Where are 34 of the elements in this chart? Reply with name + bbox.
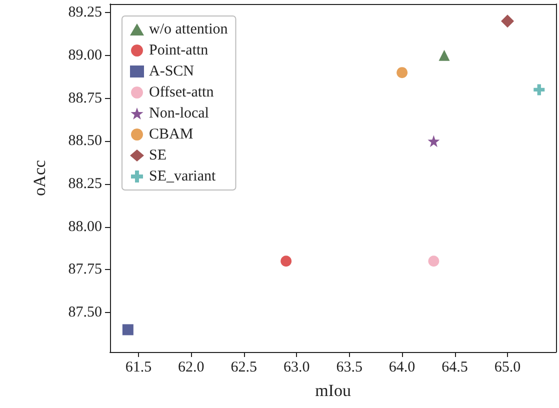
point xyxy=(428,135,440,148)
y-tick-label: 89.00 xyxy=(68,47,102,64)
legend-label: SE_variant xyxy=(149,168,216,184)
point xyxy=(280,256,292,267)
y-tick-label: 89.25 xyxy=(68,4,102,21)
x-tick-label: 62.0 xyxy=(178,360,204,376)
legend-label: Point-attn xyxy=(149,42,209,58)
legend-label: Non-local xyxy=(149,106,209,122)
x-tick-label: 64.5 xyxy=(442,360,468,376)
legend-label: Offset-attn xyxy=(149,84,214,100)
x-tick-label: 64.0 xyxy=(388,360,416,376)
point xyxy=(501,14,514,28)
legend-label: SE xyxy=(149,148,167,164)
x-tick-label: 61.5 xyxy=(125,360,152,376)
y-tick-label: 87.50 xyxy=(68,304,102,321)
legend-label: A-SCN xyxy=(149,64,194,80)
legend-label: CBAM xyxy=(149,126,194,142)
point xyxy=(438,50,450,61)
point xyxy=(534,84,545,96)
x-tick-label: 65.0 xyxy=(494,360,521,376)
y-tick-label: 88.75 xyxy=(68,90,102,106)
x-axis-title: mIou xyxy=(315,381,352,400)
x-tick-label: 63.0 xyxy=(284,360,310,376)
y-axis-title: oAcc xyxy=(30,160,49,196)
y-tick-label: 88.00 xyxy=(68,218,102,235)
x-tick-label: 62.5 xyxy=(230,360,258,376)
point xyxy=(122,324,134,336)
y-tick-label: 87.75 xyxy=(68,262,102,278)
y-tick-label: 88.25 xyxy=(68,176,102,192)
point xyxy=(396,67,408,78)
x-tick-label: 63.5 xyxy=(336,360,362,376)
point xyxy=(428,256,440,267)
y-tick-label: 88.50 xyxy=(68,133,102,150)
legend-label: w/o attention xyxy=(149,22,228,38)
